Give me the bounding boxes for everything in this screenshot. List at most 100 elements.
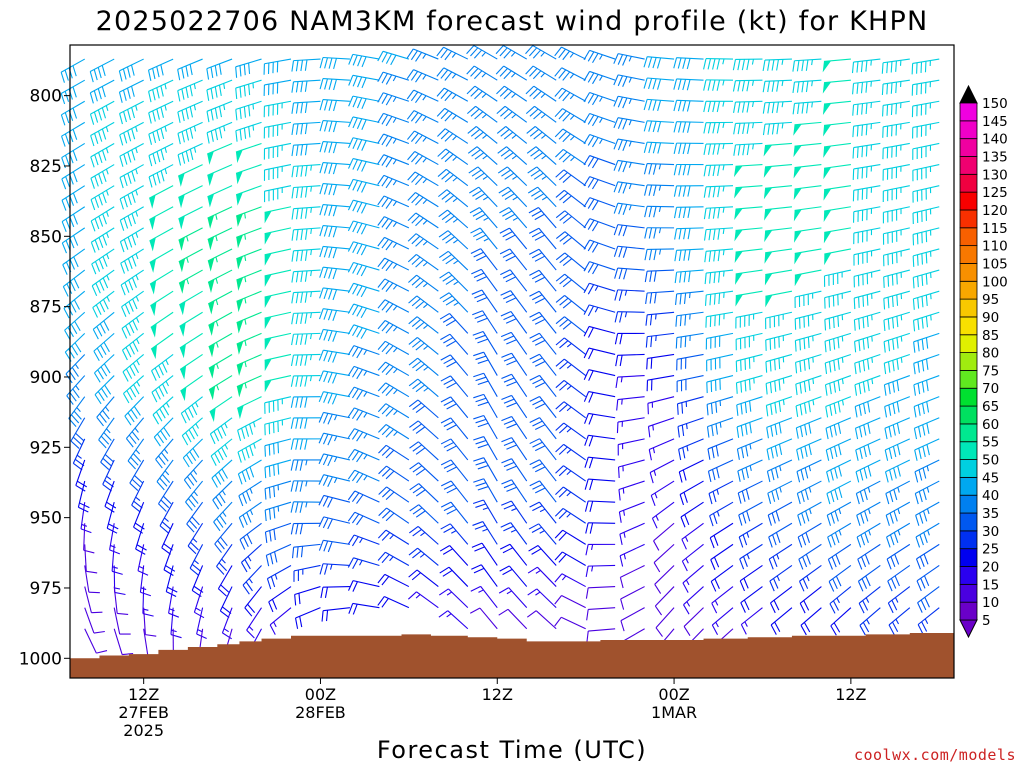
- wind-barb: [319, 140, 350, 154]
- wind-barb: [765, 311, 793, 330]
- wind-barb: [913, 396, 940, 418]
- wind-barb: [152, 396, 174, 425]
- wind-barb: [885, 501, 911, 526]
- wind-barb: [377, 92, 410, 106]
- colorbar-swatch: [959, 156, 978, 175]
- wind-barb: [765, 353, 793, 373]
- wind-barb: [497, 166, 528, 187]
- wind-barb: [290, 501, 321, 513]
- x-tick-label: 28FEB: [295, 703, 346, 722]
- wind-barb: [319, 56, 350, 70]
- wind-barb: [643, 56, 675, 69]
- wind-barb: [499, 227, 528, 250]
- wind-barb: [466, 45, 498, 60]
- wind-barb: [614, 311, 645, 323]
- wind-barb: [583, 70, 616, 85]
- wind-barb: [882, 100, 910, 117]
- wind-barb: [828, 565, 852, 592]
- wind-barb: [91, 269, 115, 297]
- wind-barb: [826, 480, 852, 505]
- wind-barb: [826, 501, 852, 526]
- wind-barb: [703, 79, 734, 91]
- wind-barb: [466, 85, 498, 102]
- wind-barb: [830, 607, 852, 636]
- wind-barb: [527, 588, 557, 609]
- wind-barb: [237, 438, 262, 463]
- wind-barb: [800, 607, 822, 636]
- wind-barb: [529, 480, 557, 503]
- wind-barb: [236, 290, 262, 313]
- wind-barb: [711, 607, 734, 635]
- wind-barb: [673, 163, 704, 176]
- wind-barb: [644, 227, 675, 239]
- colorbar-label: 50: [982, 453, 999, 469]
- wind-barb: [291, 185, 321, 199]
- wind-barb: [378, 507, 410, 524]
- wind-barb: [113, 586, 129, 615]
- colorbar-top-arrow: [959, 84, 978, 104]
- colorbar-label: 135: [982, 149, 1008, 165]
- wind-barb: [853, 269, 881, 288]
- wind-barb: [268, 586, 292, 613]
- colorbar-swatch: [959, 352, 978, 371]
- wind-barb: [555, 486, 586, 503]
- wind-barb: [347, 428, 380, 442]
- wind-barb: [496, 105, 528, 123]
- wind-barb: [882, 142, 910, 160]
- wind-barb: [318, 308, 351, 322]
- wind-barb: [319, 245, 350, 259]
- colorbar-label: 5: [982, 613, 991, 629]
- wind-barb: [854, 417, 881, 440]
- wind-barb: [554, 507, 586, 524]
- wind-barb: [177, 164, 203, 187]
- wind-barb: [855, 480, 881, 505]
- wind-barb: [555, 231, 587, 250]
- colorbar-label: 40: [982, 488, 999, 504]
- wind-barb: [618, 480, 645, 501]
- wind-barb: [649, 459, 675, 484]
- wind-barb: [235, 185, 262, 206]
- wind-barb: [614, 332, 645, 345]
- wind-barb: [186, 501, 204, 533]
- wind-barb: [180, 375, 203, 402]
- wind-barb: [163, 544, 176, 576]
- wind-barb: [473, 457, 498, 482]
- colorbar-swatch: [959, 120, 978, 140]
- wind-barb: [852, 100, 881, 116]
- wind-barb: [377, 71, 410, 85]
- wind-barb: [440, 417, 469, 440]
- wind-barb: [318, 494, 351, 508]
- wind-barb: [583, 304, 616, 317]
- wind-barb: [859, 607, 881, 636]
- wind-barb: [269, 607, 292, 635]
- wind-barb: [408, 547, 439, 566]
- wind-barb: [407, 591, 439, 609]
- wind-barb: [768, 522, 793, 548]
- wind-barb: [139, 565, 152, 597]
- wind-barb: [882, 248, 910, 267]
- wind-barb: [764, 248, 793, 264]
- wind-barb: [178, 206, 203, 230]
- wind-barb: [555, 148, 586, 166]
- wind-barb: [121, 311, 144, 339]
- wind-barb: [290, 375, 321, 387]
- wind-barb: [111, 544, 123, 575]
- colorbar-label: 75: [982, 363, 999, 379]
- wind-barb: [142, 586, 154, 617]
- wind-barb: [179, 311, 203, 337]
- wind-barb: [178, 227, 203, 251]
- wind-barb: [882, 227, 910, 245]
- wind-barb: [734, 206, 763, 220]
- wind-barb: [912, 290, 940, 310]
- wind-barb: [347, 158, 380, 172]
- wind-barb: [84, 628, 108, 654]
- wind-barb: [473, 414, 498, 440]
- colorbar-swatch: [959, 245, 978, 264]
- wind-barb: [710, 565, 734, 592]
- colorbar-label: 120: [982, 203, 1008, 219]
- wind-barb: [263, 100, 292, 118]
- wind-barb: [291, 248, 321, 262]
- wind-barb: [734, 185, 763, 199]
- wind-barb: [440, 396, 469, 419]
